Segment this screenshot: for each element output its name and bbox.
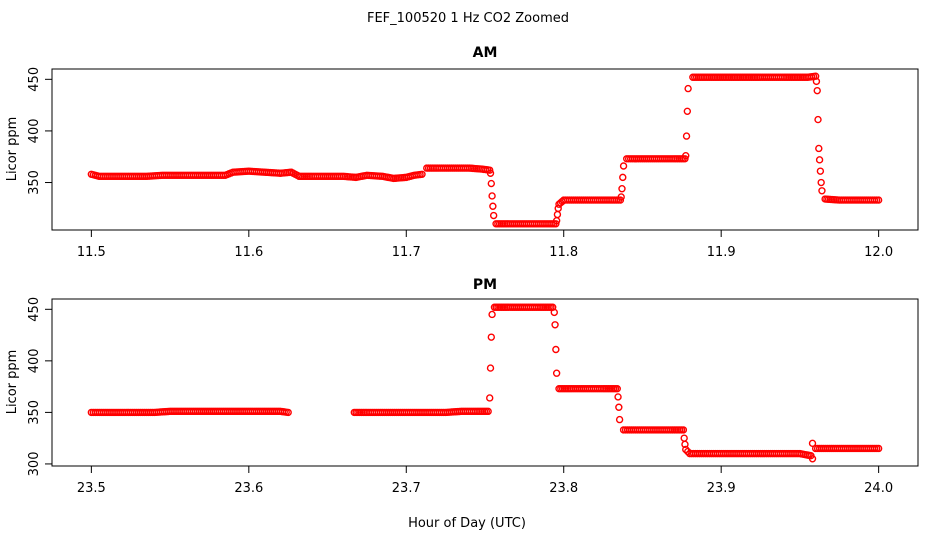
data-point-am-72 (813, 86, 821, 95)
x-tick-label-am-4: 11.9 (707, 245, 736, 260)
data-point-am-43 (553, 210, 562, 219)
data-point-am-63 (684, 84, 692, 93)
plot-frame-pm (51, 298, 919, 467)
y-axis-label-pm: Licor ppm (5, 350, 20, 415)
data-point-am-33 (487, 179, 495, 188)
data-point-am-229 (416, 170, 424, 179)
data-point-am-61 (682, 132, 691, 140)
data-point-am-284 (550, 220, 558, 228)
data-point-am-75 (815, 156, 824, 164)
data-point-pm-25 (486, 364, 495, 372)
data-point-pm-27 (488, 310, 496, 319)
x-tick-label-am-5: 12.0 (864, 245, 893, 260)
data-point-am-36 (489, 211, 498, 220)
data-point-am-34 (488, 192, 496, 200)
x-tick-label-am-0: 11.5 (77, 245, 106, 260)
data-point-am-78 (818, 187, 826, 195)
y-tick-label-am-1: 400 (27, 119, 42, 144)
data-point-pm-36 (552, 369, 561, 377)
data-point-am-257 (484, 166, 492, 174)
data-point-am-77 (817, 178, 825, 187)
data-point-pm-63 (808, 439, 817, 448)
x-tick-label-pm-2: 23.7 (392, 481, 421, 496)
x-tick-label-am-1: 11.6 (234, 245, 263, 260)
data-point-am-74 (815, 144, 823, 153)
data-point-am-35 (489, 202, 497, 210)
x-tick-label-pm-3: 23.8 (549, 481, 578, 496)
data-point-pm-35 (552, 345, 560, 354)
axis-ticks-am: 11.5 11.6 11.7 11.8 11.9 12.0 350 400 450 (27, 67, 893, 260)
y-tick-label-pm-3: 450 (27, 297, 42, 322)
data-point-pm-43 (615, 403, 623, 411)
data-point-pm-50 (680, 434, 688, 442)
data-point-am-62 (683, 107, 692, 116)
data-point-am-53 (619, 173, 627, 182)
y-tick-label-am-0: 350 (27, 170, 42, 195)
y-axis-label-am: Licor ppm (5, 117, 20, 182)
x-tick-label-pm-5: 24.0 (864, 481, 893, 496)
y-tick-label-pm-1: 350 (27, 400, 42, 425)
figure-title: FEF_100520 1 Hz CO2 Zoomed (367, 11, 569, 26)
data-point-am-52 (618, 185, 626, 193)
panel-pm: PM Licor ppm 23.5 23.6 23.7 23.8 23.9 24.0 300… (5, 277, 919, 496)
data-point-pm-155 (282, 408, 290, 416)
data-point-pm-215 (482, 407, 491, 416)
data-point-pm-52 (682, 445, 690, 454)
data-point-pm-51 (681, 440, 689, 449)
data-point-pm-269 (611, 384, 620, 393)
data-point-pm-42 (614, 393, 622, 401)
y-tick-label-am-2: 450 (27, 67, 42, 92)
x-tick-label-pm-1: 23.6 (234, 481, 263, 496)
data-point-pm-296 (677, 426, 686, 434)
axis-ticks-pm: 23.5 23.6 23.7 23.8 23.9 24.0 300 350 400 450 (27, 297, 893, 496)
x-tick-label-pm-4: 23.9 (707, 481, 736, 496)
plot-frame-am (51, 68, 919, 231)
data-point-pm-351 (805, 451, 813, 460)
data-point-pm-34 (551, 321, 559, 329)
panel-am: AM Licor ppm 11.5 11.6 11.7 11.8 11.9 12.0 350… (5, 45, 919, 260)
data-point-am-421 (872, 196, 881, 204)
data-point-pm-24 (486, 394, 494, 402)
data-point-am-311 (614, 196, 623, 204)
y-tick-label-pm-0: 300 (27, 452, 42, 477)
data-point-am-397 (809, 72, 818, 81)
data-points-pm (87, 303, 883, 463)
x-axis-label: Hour of Day (UTC) (408, 516, 526, 531)
data-point-am-54 (619, 162, 628, 170)
data-point-am-76 (816, 167, 825, 175)
panel-title-pm: PM (473, 277, 497, 293)
x-tick-label-am-3: 11.8 (549, 245, 578, 260)
panel-title-am: AM (473, 45, 498, 61)
y-tick-label-pm-2: 400 (27, 348, 42, 373)
data-point-pm-242 (547, 303, 555, 311)
x-tick-label-pm-0: 23.5 (77, 481, 106, 496)
data-point-pm-33 (550, 308, 558, 317)
x-tick-label-am-2: 11.7 (392, 245, 421, 260)
data-point-pm-44 (615, 415, 624, 424)
data-point-pm-379 (872, 444, 881, 453)
data-points-am (87, 72, 883, 228)
data-point-am-73 (814, 115, 822, 124)
data-point-pm-26 (487, 333, 495, 341)
data-point-am-337 (679, 155, 687, 163)
